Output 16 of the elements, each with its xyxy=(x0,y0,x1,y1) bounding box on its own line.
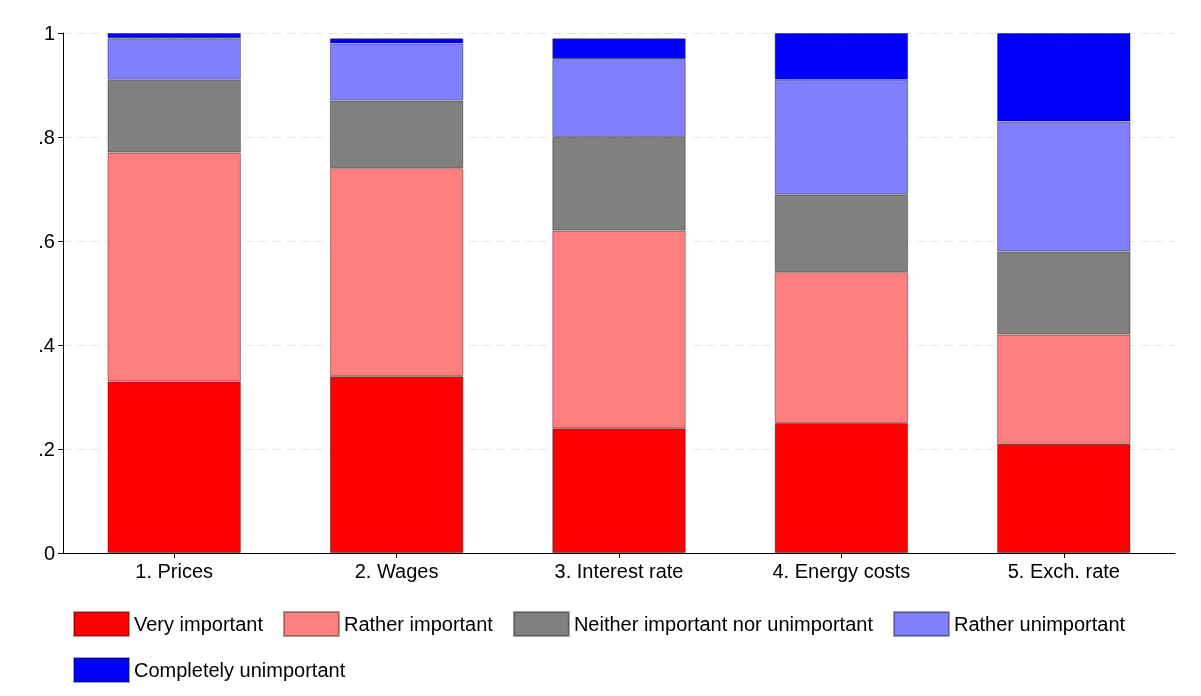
legend-label: Rather unimportant xyxy=(953,613,1126,635)
x-tick-label: 2. Wages xyxy=(354,560,439,582)
y-tick-label: 1 xyxy=(43,22,55,44)
legend-label: Rather important xyxy=(343,613,494,635)
legend-label: Neither important nor unimportant xyxy=(573,613,874,635)
x-tick-label: 5. Exch. rate xyxy=(1007,560,1120,582)
x-tick-label: 4. Energy costs xyxy=(772,560,911,582)
legend-label: Very important xyxy=(134,613,264,635)
y-tick-label: .2 xyxy=(38,438,55,460)
x-tick-label: 1. Prices xyxy=(135,560,214,582)
x-tick-label: 3. Interest rate xyxy=(554,560,684,582)
y-tick-label: 0 xyxy=(43,542,55,564)
y-tick-label: .6 xyxy=(38,230,55,252)
legend-label: Completely unimportant xyxy=(134,659,346,681)
y-tick-label: .4 xyxy=(38,334,55,356)
y-tick-label: .8 xyxy=(38,126,55,148)
